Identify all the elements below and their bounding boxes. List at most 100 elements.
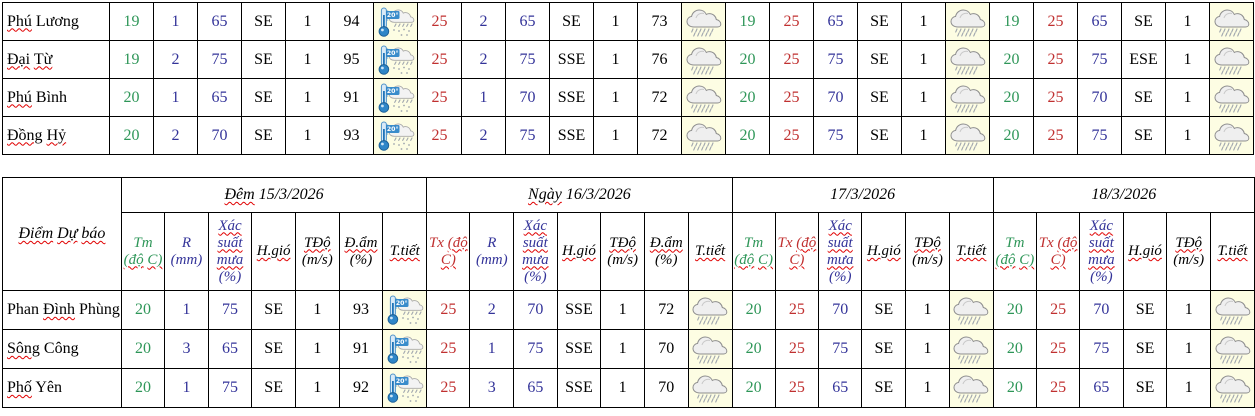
forecast-value-cell: 93 — [329, 116, 374, 155]
forecast-value-cell: SE — [857, 2, 902, 41]
weather-icon-cell: 20° — [373, 116, 418, 155]
col-header-r: R (mm) — [164, 212, 209, 291]
weather-icon-cell — [945, 2, 990, 41]
forecast-value-cell: 25 — [417, 78, 462, 117]
forecast-value-cell: 25 — [1033, 40, 1078, 79]
forecast-value-cell: SE — [251, 290, 296, 330]
forecast-value-cell: SE — [861, 368, 907, 408]
forecast-value-cell: 19 — [989, 2, 1034, 41]
forecast-value-cell: 1 — [285, 116, 330, 155]
rain-icon — [685, 8, 721, 37]
forecast-value-cell: 1 — [600, 290, 645, 330]
location-name-cell: Phan Đình Phùng — [2, 290, 122, 330]
forecast-value-cell: 25 — [1033, 78, 1078, 117]
forecast-value-cell: 75 — [505, 116, 550, 155]
forecast-table-row: Đồng Hỷ 20 2 70 SE 1 93 20° 25 2 75 SSE 1 72 20 25 75 SE 1… — [2, 116, 1254, 155]
forecast-value-cell: 70 — [643, 329, 689, 369]
forecast-value-cell: 70 — [643, 368, 689, 408]
rain-icon — [1214, 375, 1250, 403]
word: (%) — [218, 268, 242, 285]
misspelled-word: suất — [217, 234, 243, 251]
forecast-value-cell: 1 — [164, 290, 209, 330]
misspelled-word: Hỷ — [46, 126, 67, 144]
word: Yên — [35, 379, 62, 396]
forecast-table-row: Phan Đình Phùng 20 1 75 SE 1 93 20° 25 2 70 SSE 1 72 2… — [2, 290, 1255, 330]
forecast-value-cell: 3 — [469, 368, 515, 408]
weather-icon-cell — [1210, 290, 1255, 330]
col-header-r: R (mm) — [469, 212, 515, 291]
table-gap — [2, 155, 1255, 177]
forecast-value-cell: 25 — [417, 2, 462, 41]
word: (m/s) — [607, 251, 639, 268]
misspelled-word: Xác — [523, 217, 547, 234]
misspelled-word: (độ — [995, 251, 1016, 268]
forecast-value-cell: 1 — [285, 78, 330, 117]
forecast-value-cell: 20 — [992, 290, 1037, 330]
forecast-value-cell: 1 — [295, 329, 340, 369]
forecast-value-cell: 1 — [285, 2, 330, 41]
forecast-value-cell: 70 — [513, 290, 558, 330]
misspelled-word: mưa — [826, 251, 854, 268]
col-header-tdo: TĐộ (m/s) — [1166, 212, 1212, 291]
word: Tm — [744, 234, 764, 251]
misspelled-word: TĐộ — [1175, 234, 1203, 251]
forecast-value-cell: 20 — [109, 78, 154, 117]
misspelled-word: Sông — [7, 340, 40, 357]
forecast-value-cell: 75 — [813, 116, 858, 155]
col-header-dam: Đ.ẩm (%) — [338, 212, 384, 291]
thermo-rain-icon: 20° — [387, 373, 424, 403]
forecast-value-cell: SSE — [556, 329, 602, 369]
forecast-value-cell: 75 — [197, 40, 242, 79]
misspelled-word: (độ — [447, 234, 468, 251]
forecast-value-cell: 2 — [461, 116, 506, 155]
misspelled-word: báo — [81, 225, 106, 242]
forecast-value-cell: 65 — [207, 329, 253, 369]
svg-text:20°: 20° — [386, 11, 398, 19]
forecast-value-cell: 1 — [901, 116, 946, 155]
forecast-value-cell: 1 — [1165, 116, 1210, 155]
misspelled-word: Xác — [828, 217, 852, 234]
misspelled-word: mưa — [522, 251, 549, 268]
misspelled-word: T.tiết — [695, 243, 726, 259]
word: (mm) — [170, 251, 203, 268]
misspelled-word: C) — [758, 251, 774, 268]
forecast-value-cell: SE — [1121, 78, 1166, 117]
forecast-value-cell: SE — [549, 2, 594, 41]
forecast-value-cell: 1 — [593, 78, 638, 117]
forecast-value-cell: 1 — [901, 40, 946, 79]
forecast-value-cell: 75 — [813, 40, 858, 79]
location-name-cell: Đồng Hỷ — [2, 116, 110, 155]
forecast-table-row: Phố Yên 20 1 75 SE 1 92 20° 25 3 65 SSE 1 70 20 25 65 SE 1… — [2, 368, 1255, 408]
lower-forecast-table: Điểm Dự báo Đêm 15/3/2026 Ngày 16/3/2026 17… — [2, 177, 1255, 408]
forecast-value-cell: SSE — [556, 368, 602, 408]
forecast-value-cell: SE — [1121, 116, 1166, 155]
thermo-rain-icon: 20° — [378, 45, 414, 75]
forecast-value-cell: 25 — [426, 368, 471, 408]
word: Tx — [1038, 234, 1054, 251]
forecast-value-cell: 73 — [637, 2, 682, 41]
forecast-table-row: Phú Bình 20 1 65 SE 1 91 20° 25 1 70 SSE 1 72 20 25 70 SE… — [2, 78, 1254, 117]
forecast-value-cell: 25 — [426, 290, 471, 330]
col-header-ttiet: T.tiết — [687, 212, 733, 291]
forecast-value-cell: 20 — [992, 329, 1037, 369]
col-header-tx: Tx (độ C) — [426, 212, 471, 291]
weather-icon-cell — [687, 368, 733, 408]
misspelled-word: suất — [827, 234, 853, 251]
col-header-dam: Đ.ẩm (%) — [643, 212, 689, 291]
misspelled-word: mưa — [1088, 251, 1115, 268]
forecast-value-cell: SE — [861, 329, 907, 369]
forecast-value-cell: 65 — [513, 368, 558, 408]
forecast-value-cell: 20 — [992, 368, 1037, 408]
misspelled-word: Đ.ẩm — [344, 234, 378, 251]
forecast-value-cell: 70 — [505, 78, 550, 117]
word: (m/s) — [1173, 251, 1205, 268]
forecast-value-cell: SSE — [549, 116, 594, 155]
rain-icon — [1214, 336, 1250, 364]
forecast-value-cell: 1 — [153, 78, 198, 117]
col-header-hgio: H.gió — [1122, 212, 1168, 291]
forecast-value-cell: 1 — [905, 329, 950, 369]
thermo-rain-icon: 20° — [378, 7, 414, 37]
weather-icon-cell — [1209, 116, 1254, 155]
forecast-value-cell: 25 — [769, 116, 814, 155]
forecast-value-cell: SE — [857, 116, 902, 155]
